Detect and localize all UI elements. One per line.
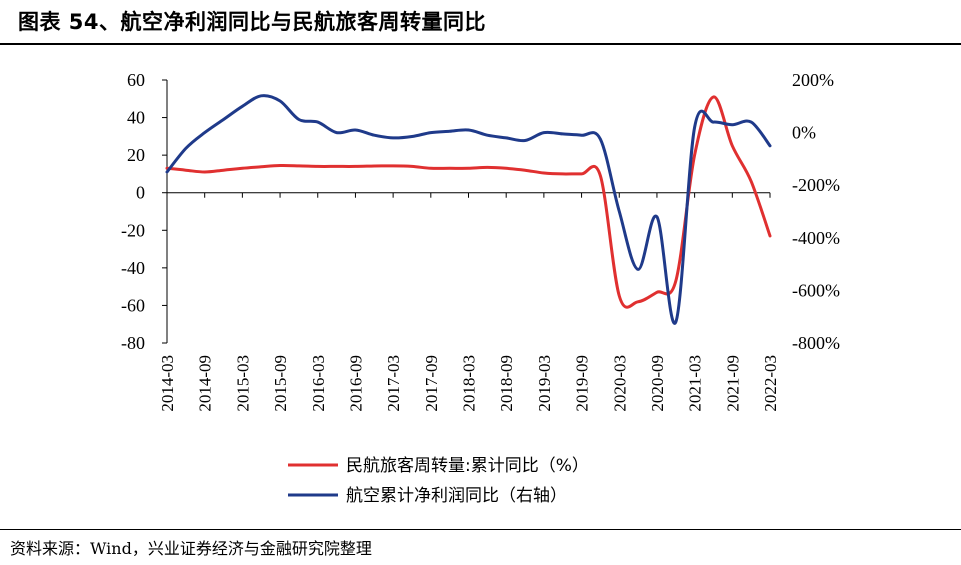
x-tick-label: 2016-03 [309,355,328,412]
top-rule [0,43,961,45]
x-tick-label: 2014-03 [158,355,177,412]
legend-label: 航空累计净利润同比（右轴） [346,486,567,506]
series-line-airline-net-profit [165,94,772,325]
left-tick-label: 40 [127,108,145,128]
series-layer [165,94,772,325]
bottom-rule [0,529,961,530]
x-tick-label: 2021-03 [686,355,705,412]
x-tick-label: 2015-03 [233,355,252,412]
x-tick-label: 2021-09 [723,355,742,412]
left-tick-label: 60 [127,70,145,90]
source-note: 资料来源：Wind，兴业证券经济与金融研究院整理 [10,539,372,558]
x-tick-label: 2015-09 [271,355,290,412]
left-tick-label: -60 [121,295,145,315]
left-tick-label: -80 [121,333,145,353]
left-tick-label: -20 [121,220,145,240]
right-tick-label: -600% [792,280,840,300]
left-axis-ticks: 60 40 20 0 -20 -40 -60 -80 [121,70,167,353]
x-tick-label: 2020-03 [610,355,629,412]
right-tick-label: -200% [792,175,840,195]
right-tick-label: 0% [792,123,816,143]
left-tick-label: 20 [127,145,145,165]
series-line-passenger-turnover [165,95,772,309]
x-tick-label: 2020-09 [648,355,667,412]
x-tick-label: 2019-09 [573,355,592,412]
x-tick-label: 2016-09 [346,355,365,412]
right-axis-ticks: 200% 0% -200% -400% -600% -800% [792,70,840,353]
x-tick-label: 2018-09 [497,355,516,412]
x-tick-label: 2017-09 [422,355,441,412]
right-tick-label: -400% [792,228,840,248]
x-tick-label: 2018-03 [460,355,479,412]
right-tick-label: 200% [792,70,834,90]
x-tick-label: 2017-03 [384,355,403,412]
left-tick-label: -40 [121,258,145,278]
x-tick-label: 2014-09 [196,355,215,412]
x-tick-label: 2019-03 [535,355,554,412]
right-tick-label: -800% [792,333,840,353]
x-axis-ticks: 2014-03 2014-09 2015-03 2015-09 2016-03 2016-… [158,192,780,412]
x-tick-label: 2022-03 [761,355,780,412]
left-tick-label: 0 [136,183,145,203]
legend-label: 民航旅客周转量:累计同比（%） [346,456,589,476]
legend: 民航旅客周转量:累计同比（%） 航空累计净利润同比（右轴） [288,456,589,506]
chart-title: 图表 54、航空净利润同比与民航旅客周转量同比 [18,10,487,34]
